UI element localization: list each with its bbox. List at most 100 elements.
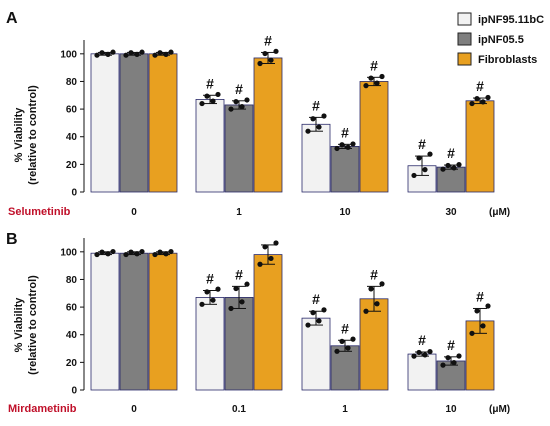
- legend-label-ipnf9511bc: ipNF95.11bC: [478, 14, 544, 26]
- significance-mark: #: [341, 124, 349, 140]
- significance-mark: #: [312, 97, 320, 113]
- x-tick-label: 10: [339, 207, 351, 218]
- replicate-dot: [321, 113, 327, 119]
- replicate-dot: [379, 73, 385, 80]
- replicate-dot: [204, 289, 210, 295]
- replicate-dot: [128, 50, 134, 56]
- replicate-dot: [244, 281, 250, 287]
- y-tick-label: 80: [66, 77, 78, 88]
- replicate-dot: [244, 97, 250, 103]
- replicate-dot: [134, 51, 140, 57]
- replicate-dot: [239, 104, 245, 110]
- legend-label-ipnf055: ipNF05.5: [478, 34, 524, 46]
- significance-mark: #: [447, 337, 455, 353]
- panel-b-bars: # # # # # # # #: [90, 240, 495, 391]
- replicate-dot: [321, 307, 327, 313]
- replicate-dot: [427, 151, 433, 157]
- panel-b-ylabel-line2: (relative to control): [27, 275, 39, 375]
- y-tick-label: 100: [60, 247, 77, 258]
- replicate-dot: [379, 281, 385, 287]
- significance-mark: #: [206, 75, 214, 91]
- replicate-dot: [163, 51, 169, 57]
- replicate-dot: [363, 83, 369, 89]
- replicate-dot: [210, 297, 216, 303]
- bar-ipnf9511bc: [407, 165, 437, 193]
- replicate-dot: [485, 303, 491, 309]
- y-tick-label: 20: [66, 358, 78, 369]
- replicate-dot: [422, 167, 428, 173]
- replicate-dot: [262, 244, 268, 250]
- bar-ipnf055: [330, 145, 360, 193]
- replicate-dot: [339, 142, 345, 148]
- y-tick-label: 0: [71, 386, 77, 397]
- replicate-dot: [204, 93, 210, 99]
- bar-fibroblasts: [253, 254, 283, 391]
- bar-ipnf9511bc: [301, 317, 331, 391]
- replicate-dot: [139, 49, 145, 55]
- significance-mark: #: [235, 81, 243, 97]
- bar-fibroblasts: [253, 57, 283, 193]
- replicate-dot: [316, 318, 322, 324]
- replicate-dot: [152, 52, 158, 58]
- significance-mark: #: [418, 136, 426, 152]
- bar-ipnf055: [224, 104, 254, 193]
- significance-mark: #: [476, 288, 484, 304]
- replicate-dot: [110, 49, 116, 55]
- panel-label-a: A: [6, 10, 18, 27]
- replicate-dot: [239, 299, 245, 305]
- replicate-dot: [110, 248, 116, 255]
- panel-a-bars: # # # # # # # # #: [90, 32, 495, 193]
- panel-b-yaxis: 0 20 40 60 80 100: [60, 238, 85, 397]
- replicate-dot: [257, 60, 263, 67]
- replicate-dot: [99, 50, 105, 56]
- y-tick-label: 100: [60, 49, 77, 60]
- replicate-dot: [210, 98, 216, 104]
- x-tick-label: 0: [131, 404, 137, 415]
- replicate-dot: [469, 330, 475, 336]
- replicate-dot: [411, 172, 417, 179]
- replicate-dot: [456, 353, 462, 359]
- replicate-dot: [268, 255, 274, 262]
- replicate-dot: [99, 249, 105, 255]
- panel-a-yaxis: 0 20 40 60 80 100: [60, 40, 85, 199]
- replicate-dot: [350, 141, 356, 147]
- bar-fibroblasts: [148, 252, 178, 391]
- replicate-dot: [233, 285, 239, 292]
- significance-mark: #: [370, 57, 378, 73]
- replicate-dot: [228, 106, 234, 112]
- significance-mark: #: [476, 78, 484, 94]
- bar-ipnf9511bc: [195, 99, 225, 193]
- replicate-dot: [456, 162, 462, 168]
- bar-ipnf055: [119, 252, 149, 391]
- replicate-dot: [334, 145, 340, 152]
- panel-b-chart: % Viability (relative to control) Mirdam…: [8, 238, 510, 415]
- panel-a-ylabel-line1: % Viability: [13, 107, 25, 163]
- replicate-dot: [134, 251, 140, 257]
- replicate-dot: [345, 345, 351, 351]
- panel-a-drug-label: Selumetinib: [8, 206, 71, 218]
- bar-ipnf9511bc: [90, 252, 120, 391]
- x-tick-label: 0.1: [232, 404, 246, 415]
- replicate-dot: [368, 75, 374, 81]
- panel-b-ylabel-line1: % Viability: [13, 297, 25, 353]
- significance-mark: #: [312, 291, 320, 307]
- replicate-dot: [422, 352, 428, 358]
- replicate-dot: [411, 353, 417, 359]
- legend-swatch-ipnf9511bc: [457, 12, 472, 26]
- replicate-dot: [157, 50, 163, 56]
- replicate-dot: [310, 116, 316, 122]
- replicate-dot: [445, 355, 451, 361]
- replicate-dot: [445, 162, 451, 169]
- bar-fibroblasts: [148, 53, 178, 193]
- replicate-dot: [105, 51, 111, 57]
- replicate-dot: [480, 99, 486, 105]
- replicate-dot: [334, 348, 340, 354]
- significance-mark: #: [418, 332, 426, 348]
- replicate-dot: [163, 251, 169, 257]
- bar-fibroblasts: [359, 81, 389, 193]
- replicate-dot: [168, 248, 174, 255]
- y-tick-label: 20: [66, 160, 78, 171]
- bar-ipnf055: [224, 297, 254, 391]
- replicate-dot: [416, 155, 422, 161]
